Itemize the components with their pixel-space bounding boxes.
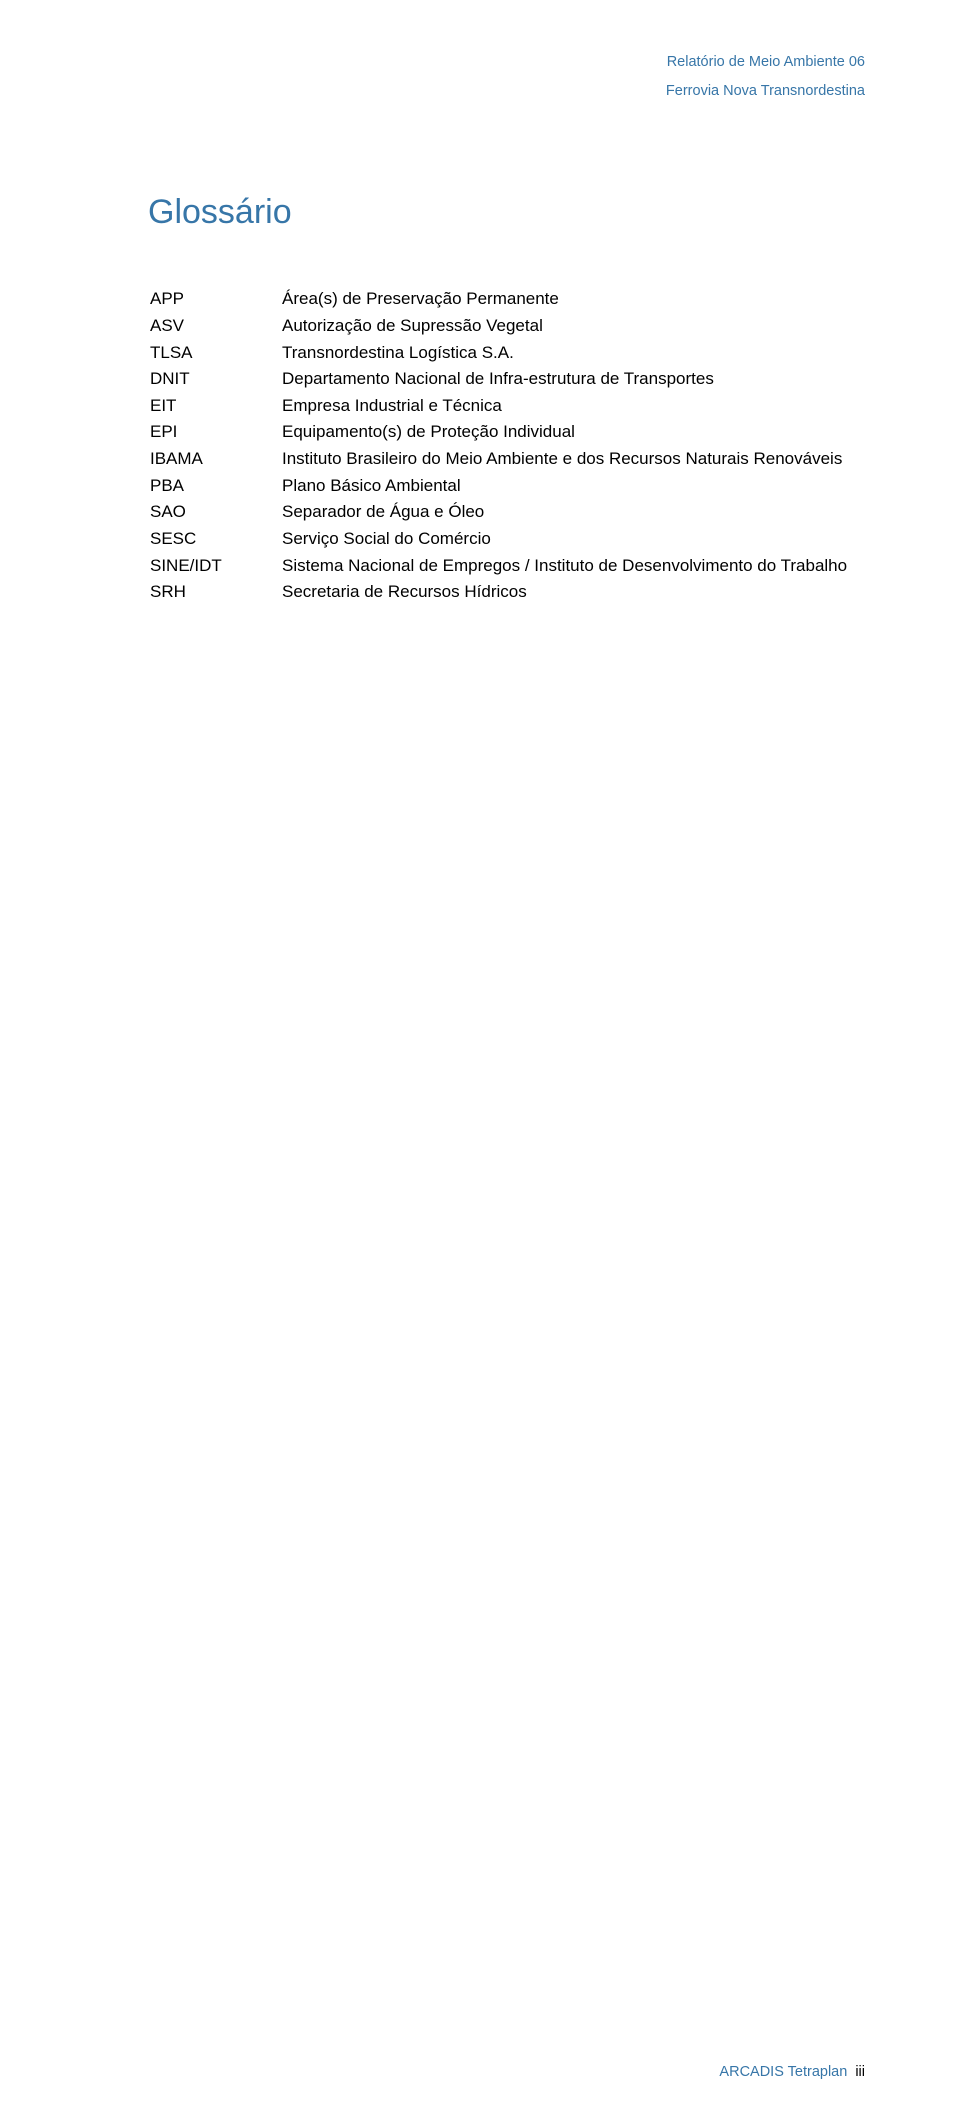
glossary-abbr: SINE/IDT xyxy=(150,554,282,579)
footer-page-number: iii xyxy=(855,2064,865,2080)
glossary-abbr: EPI xyxy=(150,420,282,445)
page-footer: ARCADIS Tetraplan iii xyxy=(719,2064,865,2080)
glossary-def: Separador de Água e Óleo xyxy=(282,500,865,525)
glossary-abbr: DNIT xyxy=(150,367,282,392)
glossary-row: EIT Empresa Industrial e Técnica xyxy=(150,394,865,419)
glossary-row: EPI Equipamento(s) de Proteção Individua… xyxy=(150,420,865,445)
document-page: Relatório de Meio Ambiente 06 Ferrovia N… xyxy=(0,0,960,2122)
page-header: Relatório de Meio Ambiente 06 Ferrovia N… xyxy=(150,50,865,103)
header-line-1: Relatório de Meio Ambiente 06 xyxy=(150,50,865,75)
glossary-row: TLSA Transnordestina Logística S.A. xyxy=(150,341,865,366)
glossary-row: ASV Autorização de Supressão Vegetal xyxy=(150,314,865,339)
glossary-def: Plano Básico Ambiental xyxy=(282,474,865,499)
page-title: Glossário xyxy=(148,193,865,232)
glossary-row: SESC Serviço Social do Comércio xyxy=(150,527,865,552)
glossary-row: DNIT Departamento Nacional de Infra-estr… xyxy=(150,367,865,392)
glossary-abbr: APP xyxy=(150,287,282,312)
glossary-row: IBAMA Instituto Brasileiro do Meio Ambie… xyxy=(150,447,865,472)
glossary-abbr: IBAMA xyxy=(150,447,282,472)
glossary-abbr: PBA xyxy=(150,474,282,499)
glossary-def: Empresa Industrial e Técnica xyxy=(282,394,865,419)
glossary-abbr: TLSA xyxy=(150,341,282,366)
glossary-def: Secretaria de Recursos Hídricos xyxy=(282,580,865,605)
footer-brand: ARCADIS Tetraplan xyxy=(719,2064,847,2080)
glossary-def: Sistema Nacional de Empregos / Instituto… xyxy=(282,554,865,579)
glossary-def: Transnordestina Logística S.A. xyxy=(282,341,865,366)
glossary-row: SINE/IDT Sistema Nacional de Empregos / … xyxy=(150,554,865,579)
glossary-def: Autorização de Supressão Vegetal xyxy=(282,314,865,339)
glossary-abbr: SAO xyxy=(150,500,282,525)
glossary-abbr: EIT xyxy=(150,394,282,419)
glossary-row: SAO Separador de Água e Óleo xyxy=(150,500,865,525)
glossary-def: Equipamento(s) de Proteção Individual xyxy=(282,420,865,445)
glossary-def: Área(s) de Preservação Permanente xyxy=(282,287,865,312)
glossary-abbr: SRH xyxy=(150,580,282,605)
glossary-def: Departamento Nacional de Infra-estrutura… xyxy=(282,367,865,392)
glossary-def: Instituto Brasileiro do Meio Ambiente e … xyxy=(282,447,865,472)
glossary-row: SRH Secretaria de Recursos Hídricos xyxy=(150,580,865,605)
header-line-2: Ferrovia Nova Transnordestina xyxy=(150,79,865,104)
glossary-list: APP Área(s) de Preservação Permanente AS… xyxy=(150,287,865,605)
glossary-row: PBA Plano Básico Ambiental xyxy=(150,474,865,499)
glossary-row: APP Área(s) de Preservação Permanente xyxy=(150,287,865,312)
glossary-abbr: ASV xyxy=(150,314,282,339)
glossary-abbr: SESC xyxy=(150,527,282,552)
glossary-def: Serviço Social do Comércio xyxy=(282,527,865,552)
